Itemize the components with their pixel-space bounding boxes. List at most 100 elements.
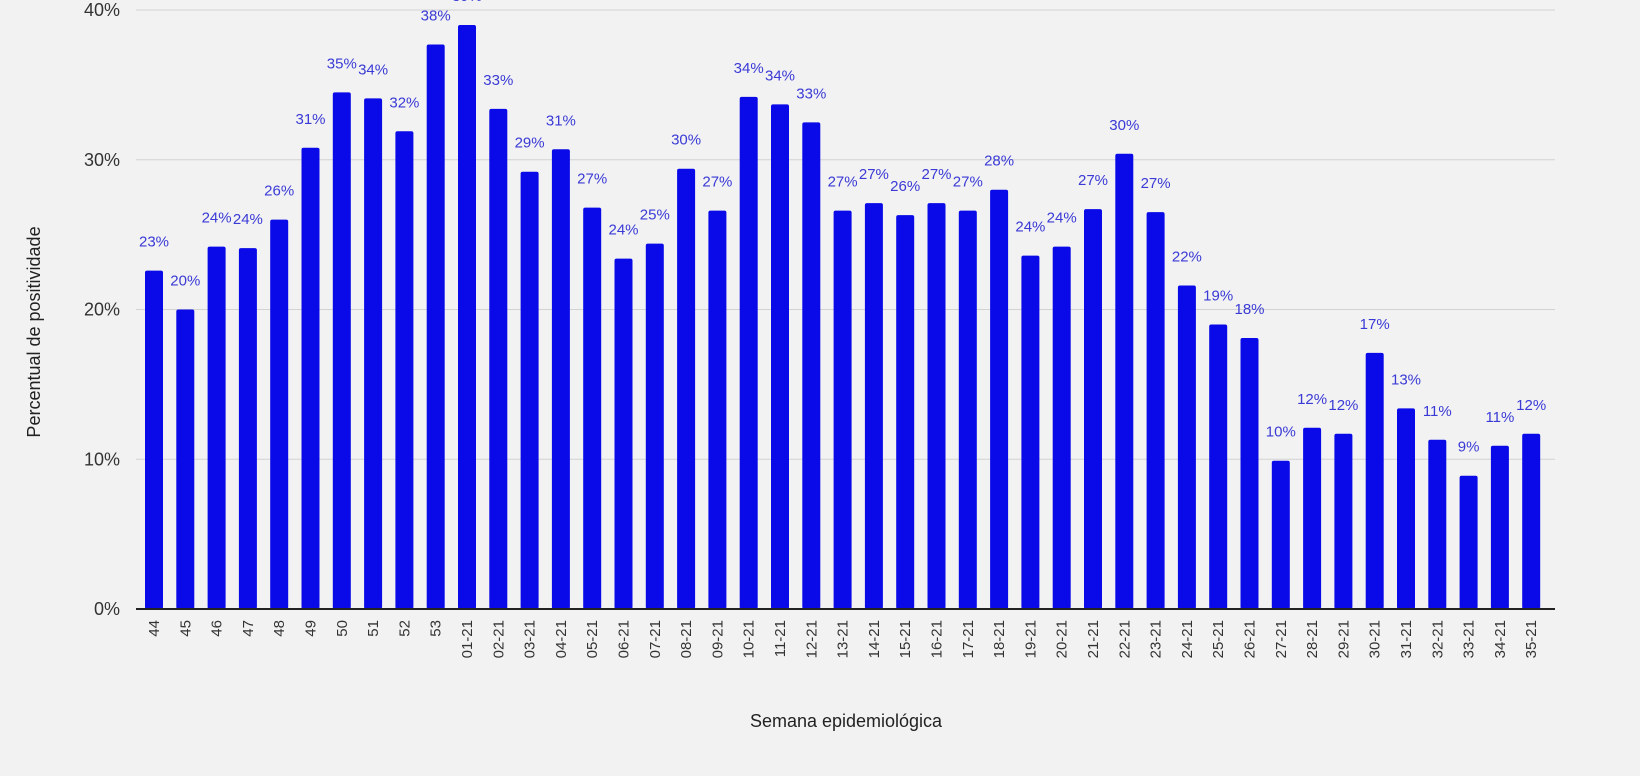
bar-data-label: 30%	[671, 132, 701, 149]
x-tick-label: 27-21	[1273, 620, 1290, 658]
x-tick-label: 51	[365, 620, 382, 637]
x-tick-label: 28-21	[1304, 620, 1321, 658]
bar	[1459, 475, 1478, 609]
bar	[520, 171, 539, 610]
x-tick-label: 16-21	[929, 620, 946, 658]
bar-data-label: 27%	[702, 174, 732, 191]
y-tick-labels: 0% 10% 20% 30% 40%	[84, 0, 120, 619]
bar-data-label: 9%	[1458, 439, 1480, 456]
x-tick-label: 15-21	[897, 620, 914, 658]
bar	[1397, 408, 1415, 609]
bar	[1303, 427, 1322, 609]
x-tick-labels: 44 45 46 47 48 49 50 51 52 53 01-21 02-21 03-21 04-21…	[146, 620, 1540, 658]
bar-data-label: 34%	[358, 61, 388, 78]
bar-data-label: 32%	[389, 94, 419, 111]
x-tick-label: 21-21	[1085, 620, 1102, 658]
x-tick-label: 26-21	[1242, 620, 1259, 658]
bar	[238, 248, 257, 610]
bar	[677, 168, 696, 610]
bar	[1052, 246, 1071, 610]
x-tick-label: 50	[334, 620, 351, 637]
bar	[864, 203, 883, 610]
bar-data-label: 33%	[483, 72, 513, 89]
bar-data-label: 22%	[1172, 249, 1202, 266]
x-tick-label: 11-21	[772, 620, 789, 657]
x-tick-label: 13-21	[835, 620, 852, 658]
bar-data-label: 30%	[1109, 117, 1139, 134]
bar-data-label: 27%	[1141, 175, 1171, 192]
bar	[1240, 337, 1259, 609]
bar	[1490, 445, 1509, 609]
x-tick-label: 17-21	[960, 620, 977, 658]
bars-group	[145, 24, 1541, 610]
bar	[614, 258, 633, 609]
bar	[458, 24, 476, 610]
x-tick-label: 25-21	[1210, 620, 1227, 658]
bar	[489, 108, 508, 610]
x-tick-label: 46	[209, 620, 226, 637]
bar	[145, 270, 163, 609]
bar-data-label: 12%	[1328, 397, 1358, 414]
bar-data-label: 27%	[577, 171, 607, 188]
bar	[739, 96, 758, 610]
x-tick-label: 35-21	[1523, 620, 1540, 658]
bar-data-label: 10%	[1266, 424, 1296, 441]
x-tick-label: 09-21	[709, 620, 726, 658]
x-tick-label: 03-21	[522, 620, 539, 658]
bar-data-label: 35%	[327, 55, 357, 72]
bar	[771, 104, 789, 609]
bar	[802, 122, 821, 609]
bar-data-label: 26%	[890, 178, 920, 195]
bar	[990, 189, 1009, 609]
bar-data-label: 25%	[640, 207, 670, 224]
x-tick-label: 04-21	[553, 620, 570, 658]
x-tick-label: 18-21	[991, 620, 1008, 658]
bar-data-label: 27%	[921, 166, 951, 183]
y-tick-label: 20%	[84, 300, 120, 320]
x-tick-label: 22-21	[1116, 620, 1133, 658]
bar-data-label: 24%	[1015, 219, 1045, 236]
bar-data-label: 34%	[765, 67, 795, 84]
bar-data-label: 26%	[264, 183, 294, 200]
bar-data-label: 18%	[1234, 301, 1264, 318]
bar-data-label: 24%	[1047, 210, 1077, 227]
bar	[645, 243, 664, 610]
bar	[1365, 352, 1384, 609]
bar-data-label: 13%	[1391, 371, 1421, 388]
bar-data-label: 24%	[202, 210, 232, 227]
bar-data-label: 24%	[608, 222, 638, 239]
x-tick-label: 33-21	[1461, 620, 1478, 658]
x-tick-label: 49	[303, 620, 320, 637]
x-tick-label: 31-21	[1398, 620, 1415, 658]
bar-data-label: 11%	[1423, 403, 1452, 420]
x-tick-label: 20-21	[1054, 620, 1071, 658]
bar-data-label: 11%	[1485, 409, 1514, 426]
y-tick-label: 40%	[84, 0, 120, 20]
bar-data-label: 27%	[1078, 172, 1108, 189]
bar-data-label: 23%	[139, 234, 169, 251]
bar-data-label: 38%	[421, 7, 451, 24]
x-tick-label: 24-21	[1179, 620, 1196, 658]
y-tick-label: 0%	[94, 599, 120, 619]
bar	[927, 203, 946, 610]
x-tick-label: 23-21	[1148, 620, 1165, 658]
bar	[395, 131, 414, 610]
bar	[958, 210, 977, 610]
bar-data-label: 12%	[1297, 391, 1327, 408]
y-axis-title: Percentual de positividade	[24, 226, 44, 437]
x-tick-label: 05-21	[584, 620, 601, 658]
x-tick-label: 07-21	[647, 620, 664, 658]
bar	[833, 210, 852, 610]
bar	[1334, 433, 1353, 609]
bar-data-label: 17%	[1360, 316, 1390, 333]
bar	[207, 246, 226, 610]
x-tick-label: 30-21	[1367, 620, 1384, 658]
bar	[364, 98, 383, 609]
y-tick-label: 30%	[84, 150, 120, 170]
bar	[1177, 285, 1196, 609]
bar-data-label: 19%	[1203, 287, 1233, 304]
bar-data-label: 34%	[734, 60, 764, 77]
bar-data-label: 20%	[170, 273, 200, 290]
x-tick-label: 02-21	[490, 620, 507, 658]
bar-data-label: 28%	[984, 153, 1014, 170]
